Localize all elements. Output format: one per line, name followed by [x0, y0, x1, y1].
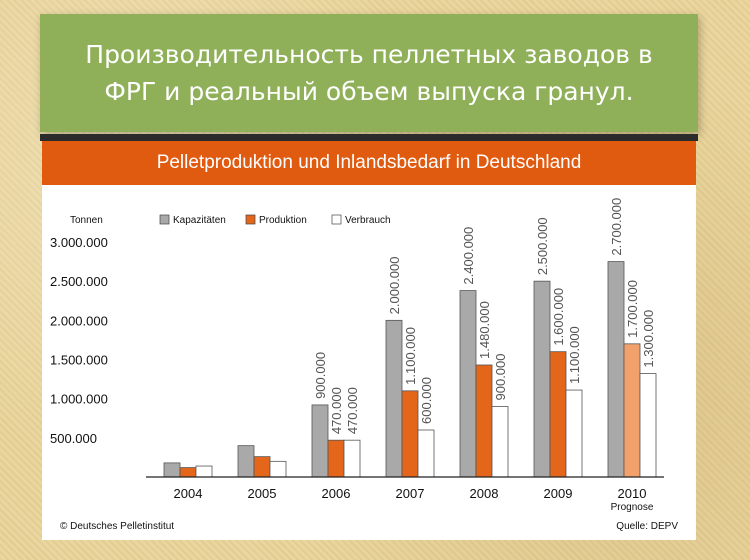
source-note: Quelle: DEPV	[616, 521, 678, 532]
bar	[327, 439, 345, 478]
bar	[163, 462, 181, 478]
y-tick-label: 500.000	[50, 431, 97, 446]
bar	[623, 343, 641, 478]
y-axis-unit: Tonnen	[70, 215, 103, 226]
bar	[179, 467, 197, 478]
slide-title-line-1: Производительность пеллетных заводов в	[85, 40, 653, 69]
chart-title: Pelletproduktion und Inlandsbedarf in De…	[42, 141, 696, 185]
bar	[533, 280, 551, 478]
slide-title: Производительность пеллетных заводов в Ф…	[40, 14, 698, 132]
data-label: 2.000.000	[387, 256, 402, 314]
data-label: 1.600.000	[551, 288, 566, 346]
data-label: 600.000	[419, 377, 434, 424]
bar	[491, 406, 509, 478]
x-tick-label: 2006	[322, 486, 351, 501]
x-tick-label: 2008	[470, 486, 499, 501]
y-tick-label: 2.500.000	[50, 274, 108, 289]
bar	[607, 261, 625, 478]
bar	[549, 351, 567, 478]
bar	[475, 364, 493, 478]
y-tick-label: 1.500.000	[50, 353, 108, 368]
bar	[565, 389, 583, 478]
bar	[195, 465, 213, 478]
data-label: 900.000	[493, 354, 508, 401]
data-label: 900.000	[313, 352, 328, 399]
chart-figure: Pelletproduktion und Inlandsbedarf in De…	[42, 141, 696, 540]
x-tick-label: 2009	[544, 486, 573, 501]
bar	[401, 390, 419, 478]
legend-label: Produktion	[259, 215, 307, 226]
legend-swatch	[331, 214, 342, 225]
bar	[253, 456, 271, 478]
bar	[385, 319, 403, 478]
data-label: 2.500.000	[535, 217, 550, 275]
x-tick-label: 2005	[248, 486, 277, 501]
y-tick-label: 3.000.000	[50, 235, 108, 250]
bar	[237, 445, 255, 478]
x-tick-label: 2007	[396, 486, 425, 501]
x-tick-label: 2004	[174, 486, 203, 501]
legend-label: Kapazitäten	[173, 215, 226, 226]
bar	[459, 290, 477, 478]
data-label: 2.400.000	[461, 227, 476, 285]
bar	[417, 429, 435, 478]
data-label: 1.100.000	[567, 326, 582, 384]
data-label: 470.000	[345, 387, 360, 434]
bar	[639, 373, 657, 478]
bar	[311, 404, 329, 478]
data-label: 1.480.000	[477, 301, 492, 359]
data-label: 2.700.000	[609, 198, 624, 256]
legend-label: Verbrauch	[345, 215, 391, 226]
data-label: 1.100.000	[403, 327, 418, 385]
title-divider	[40, 134, 698, 141]
data-label: 1.700.000	[625, 280, 640, 338]
bar	[269, 460, 287, 478]
bar	[343, 439, 361, 478]
copyright-note: © Deutsches Pelletinstitut	[60, 521, 174, 532]
forecast-note: Prognose	[611, 502, 654, 513]
data-label: 1.300.000	[641, 310, 656, 368]
y-tick-label: 2.000.000	[50, 313, 108, 328]
legend-swatch	[245, 214, 256, 225]
slide-title-line-2: ФРГ и реальный объем выпуска гранул.	[104, 77, 634, 106]
data-label: 470.000	[329, 387, 344, 434]
bar-chart: 3.000.000 2.500.000 2.000.000 1.500.000 1.00…	[50, 198, 678, 532]
legend-swatch	[159, 214, 170, 225]
x-tick-label: 2010	[618, 486, 647, 501]
y-tick-label: 1.000.000	[50, 392, 108, 407]
